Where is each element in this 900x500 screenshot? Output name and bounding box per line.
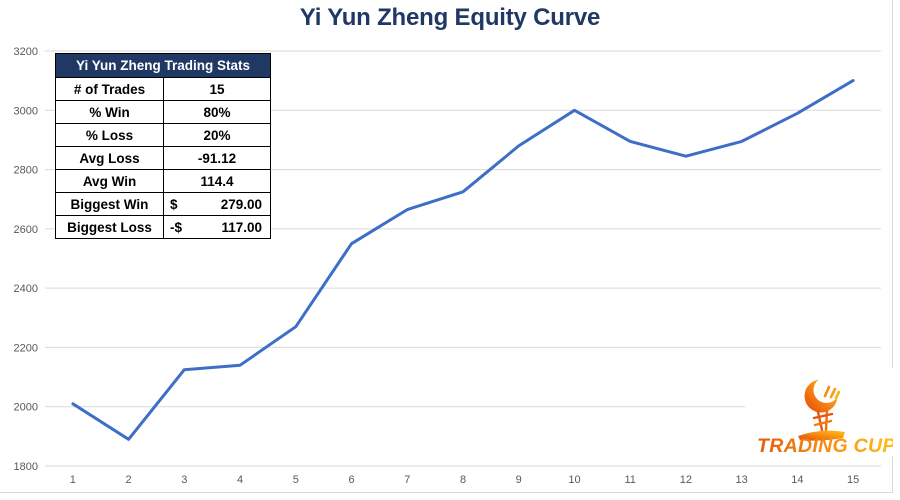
chart-title: Yi Yun Zheng Equity Curve bbox=[299, 4, 601, 31]
x-tick-label: 3 bbox=[181, 474, 187, 486]
stat-label: % Loss bbox=[55, 123, 164, 147]
chart-frame bbox=[0, 0, 893, 493]
stat-value: -91.12 bbox=[163, 146, 271, 170]
stats-table-header: Yi Yun Zheng Trading Stats bbox=[55, 53, 271, 78]
trading-cup-logo: TRADING CUP bbox=[745, 368, 896, 457]
table-row: Biggest Loss -$ 117.00 bbox=[55, 215, 271, 239]
trading-cup-trophy-icon bbox=[798, 377, 845, 441]
x-tick-label: 4 bbox=[237, 474, 243, 486]
table-row: Avg Loss -91.12 bbox=[55, 146, 271, 170]
stat-label: # of Trades bbox=[55, 77, 164, 101]
x-tick-label: 13 bbox=[736, 474, 748, 486]
stat-label: Avg Win bbox=[55, 169, 164, 193]
y-tick-label: 1800 bbox=[14, 461, 38, 473]
table-row: Biggest Win $279.00 bbox=[55, 192, 271, 216]
table-row: Avg Win 114.4 bbox=[55, 169, 271, 193]
y-tick-label: 2200 bbox=[14, 342, 38, 354]
stats-table-header-row: Yi Yun Zheng Trading Stats bbox=[55, 53, 271, 78]
trading-stats-table: Yi Yun Zheng Trading Stats # of Trades 15… bbox=[55, 53, 271, 239]
y-tick-label: 2000 bbox=[14, 402, 38, 414]
x-axis-labels: 1 2 3 4 5 6 7 8 9 10 11 12 13 14 15 bbox=[70, 474, 859, 486]
x-tick-label: 10 bbox=[568, 474, 580, 486]
stat-value: 114.4 bbox=[163, 169, 271, 193]
y-tick-label: 2800 bbox=[14, 165, 38, 177]
stat-label: Biggest Win bbox=[55, 192, 164, 216]
stat-label: Avg Loss bbox=[55, 146, 164, 170]
stat-value: $279.00 bbox=[163, 192, 271, 216]
y-tick-label: 2600 bbox=[14, 224, 38, 236]
table-row: % Loss 20% bbox=[55, 123, 271, 147]
equity-line bbox=[71, 79, 855, 441]
x-tick-label: 2 bbox=[126, 474, 132, 486]
y-axis-labels: 3200 3000 2800 2600 2400 2200 2000 1800 bbox=[14, 46, 38, 473]
gridlines bbox=[45, 50, 881, 467]
stat-value: 80% bbox=[163, 100, 271, 124]
stat-value: -$ 117.00 bbox=[163, 215, 271, 239]
x-tick-label: 8 bbox=[460, 474, 466, 486]
stat-label: Biggest Loss bbox=[55, 215, 164, 239]
x-tick-label: 5 bbox=[293, 474, 299, 486]
x-tick-label: 14 bbox=[791, 474, 803, 486]
x-tick-label: 1 bbox=[70, 474, 76, 486]
table-row: % Win 80% bbox=[55, 100, 271, 124]
x-tick-label: 11 bbox=[624, 474, 635, 486]
y-tick-label: 2400 bbox=[14, 283, 38, 295]
trading-cup-wordmark: TRADING CUP bbox=[757, 435, 893, 456]
stat-label: % Win bbox=[55, 100, 164, 124]
trading-cup-logo-art: TRADING CUP bbox=[757, 377, 896, 457]
x-tick-label: 12 bbox=[680, 474, 692, 486]
table-row: # of Trades 15 bbox=[55, 77, 271, 101]
x-tick-label: 9 bbox=[516, 474, 522, 486]
stat-value: 15 bbox=[163, 77, 271, 101]
stat-value: 20% bbox=[163, 123, 271, 147]
y-tick-label: 3200 bbox=[14, 46, 38, 58]
y-tick-label: 3000 bbox=[14, 105, 38, 117]
x-tick-label: 6 bbox=[348, 474, 354, 486]
x-tick-label: 15 bbox=[847, 474, 859, 486]
x-tick-label: 7 bbox=[404, 474, 410, 486]
